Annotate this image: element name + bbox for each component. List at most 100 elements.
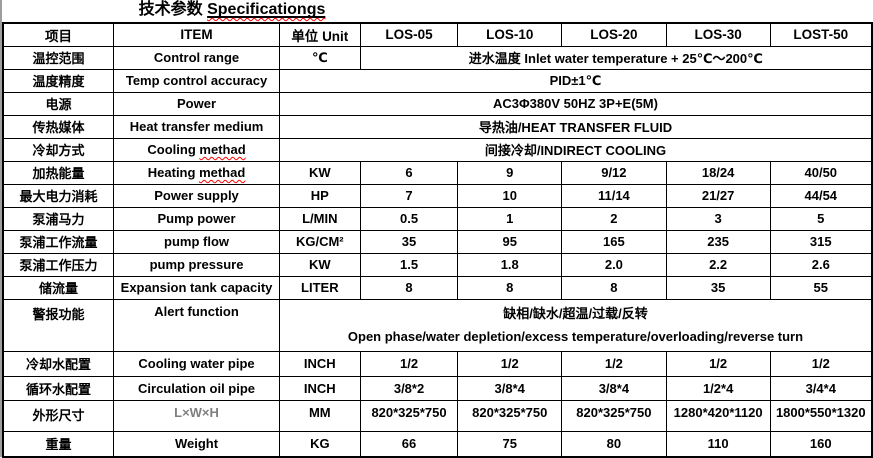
table-cell: 1 xyxy=(457,206,563,231)
table-cell: 3 xyxy=(665,206,771,231)
table-cell: KW xyxy=(278,160,361,185)
table-cell: 1800*550*1320 xyxy=(769,399,873,432)
page-title-english-text: Specificationgs xyxy=(207,1,326,18)
column-header-los-20: LOS-20 xyxy=(561,22,667,47)
table-cell: 进水温度 Inlet water temperature + 25℃～200℃ xyxy=(359,45,873,70)
header-row: 项目 ITEM 单位 Unit LOS-05 LOS-10 LOS-20 LOS-30 LOS… xyxy=(2,22,873,47)
table-cell: 11/14 xyxy=(561,183,667,208)
table-cell: 1.5 xyxy=(359,252,459,277)
table-cell: 18/24 xyxy=(665,160,771,185)
row-power: 电源 Power AC3Φ380V 50HZ 3P+E(5M) xyxy=(2,91,873,116)
table-cell: Circulation oil pipe xyxy=(113,375,280,401)
table-cell: 2.2 xyxy=(665,252,771,277)
table-cell-line: Open phase/water depletion/excess temper… xyxy=(347,329,804,344)
table-cell: 110 xyxy=(665,430,771,458)
table-cell: 820*325*750 xyxy=(359,399,459,432)
misspelled-word: methad xyxy=(199,165,246,180)
table-cell: 储流量 xyxy=(2,275,115,300)
table-cell: Power xyxy=(113,91,280,116)
row-circulation-oil-pipe: 循环水配置 Circulation oil pipe INCH 3/8*2 3/8*4 3… xyxy=(2,375,873,401)
table-cell: Pump power xyxy=(113,206,280,231)
table-cell-line: 缺相/缺水/超温/过载/反转 xyxy=(503,306,648,321)
table-cell: pump flow xyxy=(113,229,280,254)
table-cell: 泵浦工作流量 xyxy=(2,229,115,254)
table-cell: 820*325*750 xyxy=(561,399,667,432)
page-title: 技术参数 Specificationgs xyxy=(2,0,462,21)
table-cell: AC3Φ380V 50HZ 3P+E(5M) xyxy=(278,91,873,116)
table-cell: 66 xyxy=(359,430,459,458)
table-cell: 传热媒体 xyxy=(2,114,115,139)
table-cell: 55 xyxy=(769,275,873,300)
row-heating-capacity: 加热能量 Heating methad KW 6 9 9/12 18/24 40/50 xyxy=(2,160,873,185)
table-cell: L/MIN xyxy=(278,206,361,231)
table-cell: KG xyxy=(278,430,361,458)
table-cell: 缺相/缺水/超温/过载/反转 Open phase/water depletion… xyxy=(278,298,873,352)
table-cell: 35 xyxy=(665,275,771,300)
row-pump-flow: 泵浦工作流量 pump flow KG/CM² 35 95 165 235 315 xyxy=(2,229,873,254)
table-cell: 1/2 xyxy=(769,350,873,377)
table-cell: LITER xyxy=(278,275,361,300)
table-cell: 235 xyxy=(665,229,771,254)
column-header-item-cn: 项目 xyxy=(2,22,115,47)
table-cell: 冷却方式 xyxy=(2,137,115,162)
table-cell: 加热能量 xyxy=(2,160,115,185)
table-cell: 1/2 xyxy=(359,350,459,377)
column-header-los-30: LOS-30 xyxy=(665,22,771,47)
table-cell: 1/2 xyxy=(561,350,667,377)
table-cell: 315 xyxy=(769,229,873,254)
table-cell: Heating methad xyxy=(113,160,280,185)
row-alert-function: 警报功能 Alert function 缺相/缺水/超温/过载/反转 Open pha… xyxy=(2,298,873,352)
table-cell: Power supply xyxy=(113,183,280,208)
table-cell: 3/8*2 xyxy=(359,375,459,401)
table-cell: 间接冷却/INDIRECT COOLING xyxy=(278,137,873,162)
table-cell: 44/54 xyxy=(769,183,873,208)
table-cell: Alert function xyxy=(113,298,280,352)
table-cell: 160 xyxy=(769,430,873,458)
screen-left-edge xyxy=(0,0,2,457)
table-cell: 2.0 xyxy=(561,252,667,277)
table-cell: Expansion tank capacity xyxy=(113,275,280,300)
table-cell: 7 xyxy=(359,183,459,208)
table-cell: 冷却水配置 xyxy=(2,350,115,377)
table-cell: MM xyxy=(278,399,361,432)
table-cell: 3/8*4 xyxy=(561,375,667,401)
row-temp-control-accuracy: 温度精度 Temp control accuracy PID±1℃ xyxy=(2,68,873,93)
column-header-los-10: LOS-10 xyxy=(457,22,563,47)
row-weight: 重量 Weight KG 66 75 80 110 160 xyxy=(2,430,873,458)
table-cell: 2 xyxy=(561,206,667,231)
row-max-power-consumption: 最大电力消耗 Power supply HP 7 10 11/14 21/27 44/54 xyxy=(2,183,873,208)
column-header-unit: 单位 Unit xyxy=(278,22,361,47)
row-dimensions: 外形尺寸 L×W×H MM 820*325*750 820*325*750 820*325… xyxy=(2,399,873,432)
table-cell: PID±1℃ xyxy=(278,68,873,93)
column-header-los-05: LOS-05 xyxy=(359,22,459,47)
table-cell: Control range xyxy=(113,45,280,70)
table-cell: INCH xyxy=(278,375,361,401)
table-cell: 1/2 xyxy=(665,350,771,377)
table-cell: 警报功能 xyxy=(2,298,115,352)
table-cell: 重量 xyxy=(2,430,115,458)
row-expansion-tank-capacity: 储流量 Expansion tank capacity LITER 8 8 8 35 55 xyxy=(2,275,873,300)
table-cell: 8 xyxy=(457,275,563,300)
table-cell: 泵浦马力 xyxy=(2,206,115,231)
table-cell: 95 xyxy=(457,229,563,254)
table-cell: KG/CM² xyxy=(278,229,361,254)
row-pump-power: 泵浦马力 Pump power L/MIN 0.5 1 2 3 5 xyxy=(2,206,873,231)
page-title-english: Specificationgs xyxy=(207,1,325,18)
row-cooling-water-pipe: 冷却水配置 Cooling water pipe INCH 1/2 1/2 1/2 1/2 1… xyxy=(2,350,873,377)
table-cell: INCH xyxy=(278,350,361,377)
table-cell: ℃ xyxy=(278,45,361,70)
table-cell-text: Cooling xyxy=(147,142,200,157)
spec-table: 项目 ITEM 单位 Unit LOS-05 LOS-10 LOS-20 LOS-30 LOS… xyxy=(2,22,873,458)
column-header-lost-50: LOST-50 xyxy=(769,22,873,47)
table-cell: Heat transfer medium xyxy=(113,114,280,139)
table-cell: 820*325*750 xyxy=(457,399,563,432)
table-cell: 3/4*4 xyxy=(769,375,873,401)
table-cell: 9 xyxy=(457,160,563,185)
row-pump-pressure: 泵浦工作压力 pump pressure KW 1.5 1.8 2.0 2.2 2.6 xyxy=(2,252,873,277)
table-cell: 导热油/HEAT TRANSFER FLUID xyxy=(278,114,873,139)
spec-table-body: 项目 ITEM 单位 Unit LOS-05 LOS-10 LOS-20 LOS-30 LOS… xyxy=(2,22,873,458)
table-cell: 8 xyxy=(561,275,667,300)
table-cell: Weight xyxy=(113,430,280,458)
table-cell: 6 xyxy=(359,160,459,185)
